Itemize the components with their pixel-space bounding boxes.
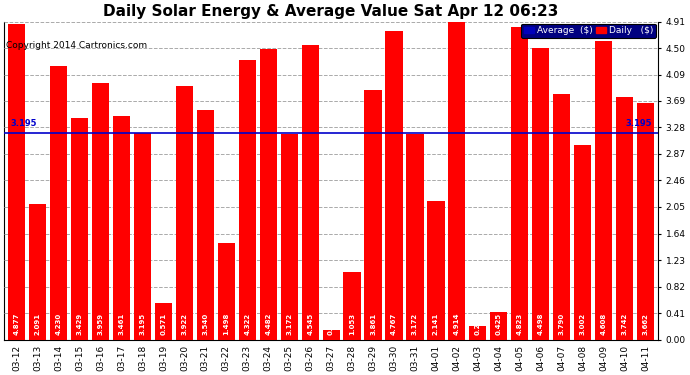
Text: 4.877: 4.877 bbox=[14, 312, 20, 334]
Bar bbox=[259, 50, 277, 340]
Text: 3.195: 3.195 bbox=[10, 119, 37, 128]
Bar bbox=[469, 326, 486, 340]
Bar bbox=[490, 312, 507, 340]
Bar bbox=[239, 60, 256, 340]
Bar bbox=[218, 243, 235, 340]
Bar bbox=[113, 116, 130, 340]
Text: 3.195: 3.195 bbox=[625, 119, 652, 128]
Bar bbox=[532, 48, 549, 340]
Bar bbox=[197, 111, 214, 340]
Bar bbox=[92, 83, 109, 340]
Bar bbox=[427, 201, 444, 340]
Text: 4.608: 4.608 bbox=[600, 312, 607, 334]
Text: 3.861: 3.861 bbox=[370, 312, 376, 334]
Bar bbox=[386, 31, 402, 340]
Bar bbox=[71, 118, 88, 340]
Legend: Average  ($), Daily   ($): Average ($), Daily ($) bbox=[521, 24, 656, 38]
Text: 3.662: 3.662 bbox=[642, 313, 649, 334]
Text: 3.540: 3.540 bbox=[202, 312, 208, 334]
Text: 3.172: 3.172 bbox=[412, 312, 418, 334]
Text: 3.195: 3.195 bbox=[139, 312, 146, 334]
Bar bbox=[155, 303, 172, 340]
Bar bbox=[448, 21, 466, 340]
Text: 2.091: 2.091 bbox=[34, 312, 41, 334]
Bar bbox=[595, 41, 612, 340]
Text: 4.767: 4.767 bbox=[391, 312, 397, 334]
Title: Daily Solar Energy & Average Value Sat Apr 12 06:23: Daily Solar Energy & Average Value Sat A… bbox=[104, 4, 559, 19]
Bar bbox=[616, 98, 633, 340]
Text: 3.922: 3.922 bbox=[181, 312, 188, 334]
Bar bbox=[281, 134, 298, 340]
Text: 3.959: 3.959 bbox=[97, 312, 104, 334]
Bar bbox=[134, 133, 151, 340]
Bar bbox=[322, 330, 339, 340]
Text: 3.742: 3.742 bbox=[622, 312, 627, 334]
Text: 3.461: 3.461 bbox=[119, 312, 124, 334]
Bar bbox=[406, 134, 424, 340]
Text: 0.209: 0.209 bbox=[475, 312, 481, 334]
Text: 1.053: 1.053 bbox=[349, 312, 355, 334]
Text: 4.823: 4.823 bbox=[517, 312, 523, 334]
Bar bbox=[8, 24, 26, 340]
Bar bbox=[637, 102, 654, 340]
Text: 4.914: 4.914 bbox=[454, 312, 460, 334]
Text: 4.498: 4.498 bbox=[538, 312, 544, 334]
Text: 3.002: 3.002 bbox=[580, 312, 586, 334]
Bar bbox=[29, 204, 46, 340]
Bar bbox=[511, 27, 529, 340]
Bar bbox=[344, 272, 361, 340]
Bar bbox=[364, 90, 382, 340]
Text: 3.172: 3.172 bbox=[286, 312, 292, 334]
Text: 4.230: 4.230 bbox=[56, 312, 61, 334]
Text: 4.545: 4.545 bbox=[307, 312, 313, 334]
Text: 1.498: 1.498 bbox=[224, 312, 229, 334]
Text: 0.149: 0.149 bbox=[328, 312, 334, 334]
Bar bbox=[302, 45, 319, 340]
Text: 2.141: 2.141 bbox=[433, 312, 439, 334]
Text: 3.429: 3.429 bbox=[77, 312, 83, 334]
Text: 4.482: 4.482 bbox=[265, 312, 271, 334]
Text: 0.425: 0.425 bbox=[496, 312, 502, 334]
Text: Copyright 2014 Cartronics.com: Copyright 2014 Cartronics.com bbox=[6, 41, 148, 50]
Text: 0.571: 0.571 bbox=[161, 312, 166, 334]
Bar bbox=[553, 94, 570, 340]
Bar bbox=[574, 145, 591, 340]
Text: 4.322: 4.322 bbox=[244, 312, 250, 334]
Bar bbox=[176, 86, 193, 340]
Text: 3.790: 3.790 bbox=[559, 312, 564, 334]
Bar bbox=[50, 66, 67, 340]
